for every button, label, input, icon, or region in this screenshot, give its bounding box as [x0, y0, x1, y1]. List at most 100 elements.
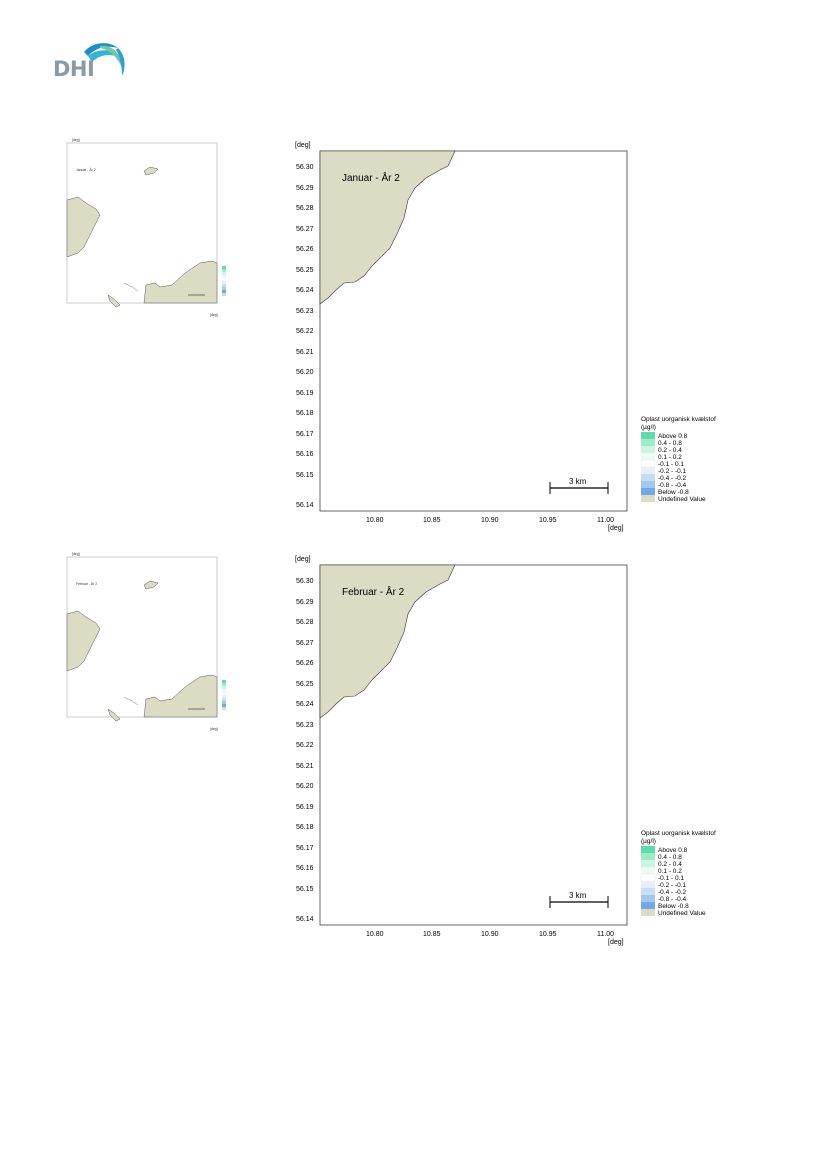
y-tick: 56.14: [296, 916, 314, 923]
y-tick: 56.19: [296, 804, 314, 811]
legend-item: 0.2 - 0.4: [658, 447, 682, 454]
x-ticks: 10.80 10.85 10.90 10.95 11.00: [366, 931, 614, 938]
y-tick: 56.15: [296, 472, 314, 479]
scale-bar: 3 km: [549, 477, 609, 494]
legend-title: Oplast uorganisk kvælstof: [641, 416, 716, 423]
thumb-title: Februar - År 2: [76, 581, 97, 586]
legend-item: Above 0.8: [658, 847, 688, 854]
land-polygon: [319, 564, 456, 719]
map-title: Februar - År 2: [342, 585, 405, 598]
legend-item: Below -0.8: [658, 489, 689, 496]
y-tick: 56.21: [296, 349, 314, 356]
y-ticks: 56.30 56.29 56.28 56.27 56.26 56.25 56.2…: [296, 578, 314, 923]
x-tick: 11.00: [597, 517, 614, 524]
legend: Oplast uorganisk kvælstof (µg/l) Above 0…: [640, 830, 716, 917]
legend-item: 0.1 - 0.2: [658, 868, 682, 875]
thumb-y-unit: [deg]: [72, 552, 80, 556]
thumb-title: Januar - År 2: [76, 167, 96, 172]
y-tick: 56.24: [296, 287, 314, 294]
x-tick: 10.80: [366, 517, 384, 524]
thumb-x-unit: [deg]: [210, 727, 218, 731]
legend-item: -0.4 - -0.2: [658, 475, 687, 482]
y-tick: 56.19: [296, 390, 314, 397]
dhi-logo: DHI: [50, 38, 130, 82]
x-tick: 10.95: [539, 931, 557, 938]
y-tick: 56.16: [296, 865, 314, 872]
y-tick: 56.25: [296, 267, 314, 274]
y-tick: 56.17: [296, 845, 314, 852]
x-tick: 10.80: [366, 931, 384, 938]
legend-item: 0.4 - 0.8: [658, 854, 682, 861]
y-tick: 56.29: [296, 599, 314, 606]
legend-item: -0.1 - 0.1: [658, 461, 684, 468]
x-tick: 10.95: [539, 517, 557, 524]
land-polygon: [319, 150, 456, 305]
y-tick: 56.24: [296, 701, 314, 708]
y-axis-unit: [deg]: [295, 556, 311, 563]
legend-item: -0.4 - -0.2: [658, 889, 687, 896]
legend-item: -0.1 - 0.1: [658, 875, 684, 882]
x-ticks: 10.80 10.85 10.90 10.95 11.00: [366, 517, 614, 524]
main-map: [deg] Februar - År 2 56.30 56.29 56.28 5…: [295, 556, 716, 946]
main-map: [deg] Januar - År 2 56.30 56.29 56.28 56…: [295, 142, 716, 532]
overview-thumbnail-legend: [222, 680, 227, 710]
legend-item: -0.8 - -0.4: [658, 896, 687, 903]
y-tick: 56.16: [296, 451, 314, 458]
y-tick: 56.26: [296, 246, 314, 253]
x-axis-unit: [deg]: [608, 525, 624, 532]
y-tick: 56.18: [296, 410, 314, 417]
y-tick: 56.30: [296, 578, 314, 585]
y-tick: 56.23: [296, 722, 314, 729]
y-tick: 56.29: [296, 185, 314, 192]
legend-title: Oplast uorganisk kvælstof: [641, 830, 716, 837]
x-axis-unit: [deg]: [608, 939, 624, 946]
legend-item: -0.8 - -0.4: [658, 482, 687, 489]
logo-text: DHI: [53, 57, 95, 81]
overview-thumbnail: [deg] Januar - År 2 [deg]: [66, 138, 218, 317]
map-title: Januar - År 2: [342, 171, 400, 184]
y-tick: 56.27: [296, 226, 314, 233]
map-panel-february: [deg] Februar - År 2 [deg] [deg] Februar…: [0, 544, 827, 964]
map-panel-january: [deg] Januar - År 2 [deg] [deg] Januar -…: [0, 130, 827, 550]
x-tick: 10.90: [481, 931, 499, 938]
y-tick: 56.28: [296, 205, 314, 212]
legend-item: Above 0.8: [658, 433, 688, 440]
y-tick: 56.20: [296, 783, 314, 790]
x-tick: 10.85: [423, 517, 441, 524]
y-tick: 56.20: [296, 369, 314, 376]
y-axis-unit: [deg]: [295, 142, 311, 149]
y-tick: 56.28: [296, 619, 314, 626]
x-tick: 10.85: [423, 931, 441, 938]
legend-item: Undefined Value: [658, 910, 706, 917]
y-tick: 56.14: [296, 502, 314, 509]
y-tick: 56.17: [296, 431, 314, 438]
legend-item: -0.2 - -0.1: [658, 468, 687, 475]
y-tick: 56.22: [296, 742, 314, 749]
scale-bar-label: 3 km: [569, 477, 587, 486]
y-tick: 56.18: [296, 824, 314, 831]
y-tick: 56.15: [296, 886, 314, 893]
y-tick: 56.21: [296, 763, 314, 770]
x-tick: 10.90: [481, 517, 499, 524]
legend: Oplast uorganisk kvælstof (µg/l) Above 0…: [640, 416, 716, 503]
scale-bar: 3 km: [549, 891, 609, 908]
legend-item: Below -0.8: [658, 903, 689, 910]
legend-item: 0.4 - 0.8: [658, 440, 682, 447]
y-tick: 56.25: [296, 681, 314, 688]
y-tick: 56.27: [296, 640, 314, 647]
scale-bar-label: 3 km: [569, 891, 587, 900]
dhi-wave-icon: [84, 43, 125, 76]
legend-item: 0.2 - 0.4: [658, 861, 682, 868]
legend-unit: (µg/l): [641, 424, 656, 431]
thumb-x-unit: [deg]: [210, 313, 218, 317]
y-tick: 56.26: [296, 660, 314, 667]
legend-item: -0.2 - -0.1: [658, 882, 687, 889]
overview-thumbnail-legend: [222, 266, 227, 296]
x-tick: 11.00: [597, 931, 614, 938]
thumb-y-unit: [deg]: [72, 138, 80, 142]
legend-item: 0.1 - 0.2: [658, 454, 682, 461]
y-tick: 56.23: [296, 308, 314, 315]
legend-item: Undefined Value: [658, 496, 706, 503]
overview-thumbnail: [deg] Februar - År 2 [deg]: [66, 552, 218, 731]
y-ticks: 56.30 56.29 56.28 56.27 56.26 56.25 56.2…: [296, 164, 314, 509]
